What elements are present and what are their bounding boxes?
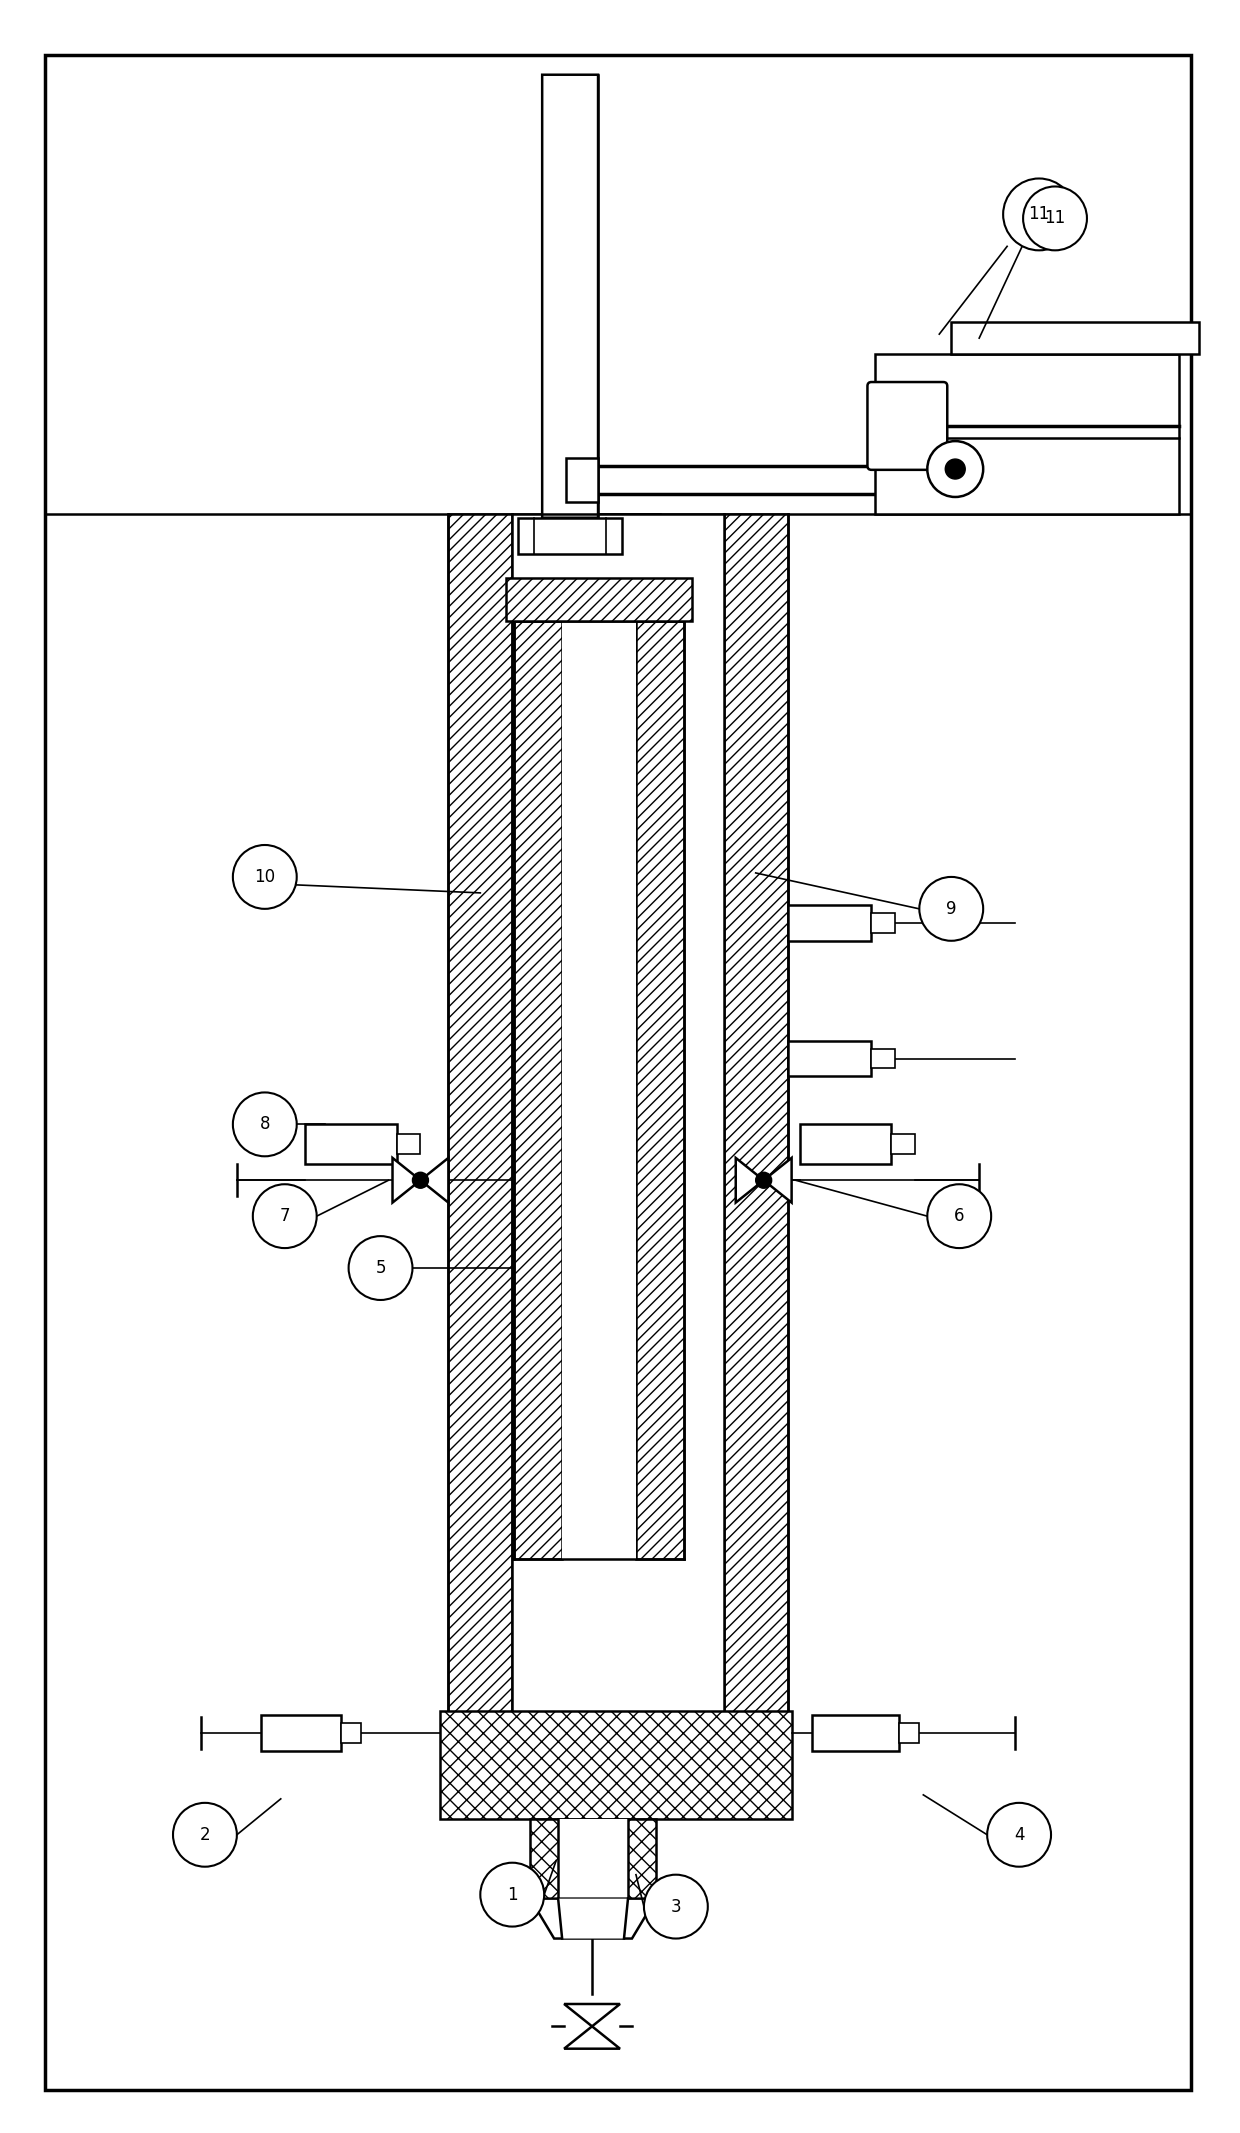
Polygon shape xyxy=(764,1158,791,1203)
Bar xyxy=(341,1723,361,1743)
Bar xyxy=(512,514,724,1755)
Circle shape xyxy=(480,1862,544,1926)
Bar xyxy=(567,459,598,501)
Circle shape xyxy=(233,845,296,909)
Text: 7: 7 xyxy=(279,1207,290,1224)
Bar xyxy=(449,514,512,1755)
Bar xyxy=(542,75,598,518)
Bar xyxy=(305,1124,397,1165)
Text: 11: 11 xyxy=(1028,205,1050,224)
Text: 3: 3 xyxy=(671,1898,681,1915)
Bar xyxy=(875,354,1179,514)
Circle shape xyxy=(987,1802,1052,1866)
Text: 11: 11 xyxy=(1044,209,1065,228)
Bar xyxy=(724,514,787,1755)
Text: 10: 10 xyxy=(254,868,275,885)
Circle shape xyxy=(919,877,983,941)
Bar xyxy=(518,518,622,555)
Bar xyxy=(440,1711,791,1819)
Bar xyxy=(636,621,683,1559)
Polygon shape xyxy=(564,2026,620,2048)
Bar xyxy=(951,322,1199,354)
Bar xyxy=(562,621,636,1559)
Bar xyxy=(506,578,692,621)
Text: 4: 4 xyxy=(1014,1826,1024,1843)
Bar xyxy=(558,1819,627,1898)
Text: 9: 9 xyxy=(946,900,956,917)
Text: 8: 8 xyxy=(259,1116,270,1133)
Bar xyxy=(577,514,660,1751)
Circle shape xyxy=(755,1173,771,1188)
Bar xyxy=(872,1049,895,1069)
Polygon shape xyxy=(564,2005,620,2026)
Bar xyxy=(899,1723,919,1743)
Bar xyxy=(787,1041,872,1077)
Bar xyxy=(531,1819,656,1898)
Text: 5: 5 xyxy=(376,1258,386,1278)
Polygon shape xyxy=(531,1898,656,1939)
Polygon shape xyxy=(735,1158,764,1203)
Bar xyxy=(260,1715,341,1751)
Circle shape xyxy=(348,1237,413,1299)
Circle shape xyxy=(644,1875,708,1939)
Bar xyxy=(397,1135,420,1154)
Circle shape xyxy=(945,459,965,480)
Polygon shape xyxy=(558,1898,627,1939)
Bar xyxy=(892,1135,915,1154)
FancyBboxPatch shape xyxy=(868,382,947,469)
Bar xyxy=(787,904,872,941)
Text: 6: 6 xyxy=(954,1207,965,1224)
Polygon shape xyxy=(393,1158,420,1203)
Circle shape xyxy=(928,1184,991,1248)
Bar xyxy=(875,386,939,465)
Circle shape xyxy=(233,1092,296,1156)
Circle shape xyxy=(928,442,983,497)
Circle shape xyxy=(1003,179,1075,250)
Bar xyxy=(872,913,895,932)
Circle shape xyxy=(253,1184,316,1248)
Circle shape xyxy=(413,1173,429,1188)
Bar xyxy=(800,1124,892,1165)
Bar xyxy=(515,621,562,1559)
Circle shape xyxy=(174,1802,237,1866)
FancyBboxPatch shape xyxy=(542,75,598,518)
Text: 1: 1 xyxy=(507,1886,517,1903)
Bar xyxy=(811,1715,899,1751)
Circle shape xyxy=(1023,186,1087,250)
Bar xyxy=(598,465,919,493)
Polygon shape xyxy=(420,1158,449,1203)
Text: 2: 2 xyxy=(200,1826,211,1843)
